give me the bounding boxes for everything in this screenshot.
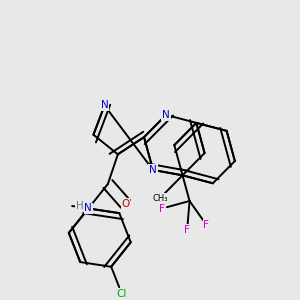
Text: Cl: Cl [117, 289, 127, 299]
Text: N: N [101, 100, 108, 110]
Text: H: H [76, 201, 83, 211]
Text: CH₃: CH₃ [152, 194, 168, 202]
Text: O: O [121, 199, 130, 209]
Text: N: N [85, 203, 92, 213]
Text: F: F [184, 225, 190, 235]
Text: F: F [159, 204, 165, 214]
Text: N: N [149, 165, 157, 175]
Text: N: N [162, 110, 170, 120]
Text: F: F [203, 220, 209, 230]
